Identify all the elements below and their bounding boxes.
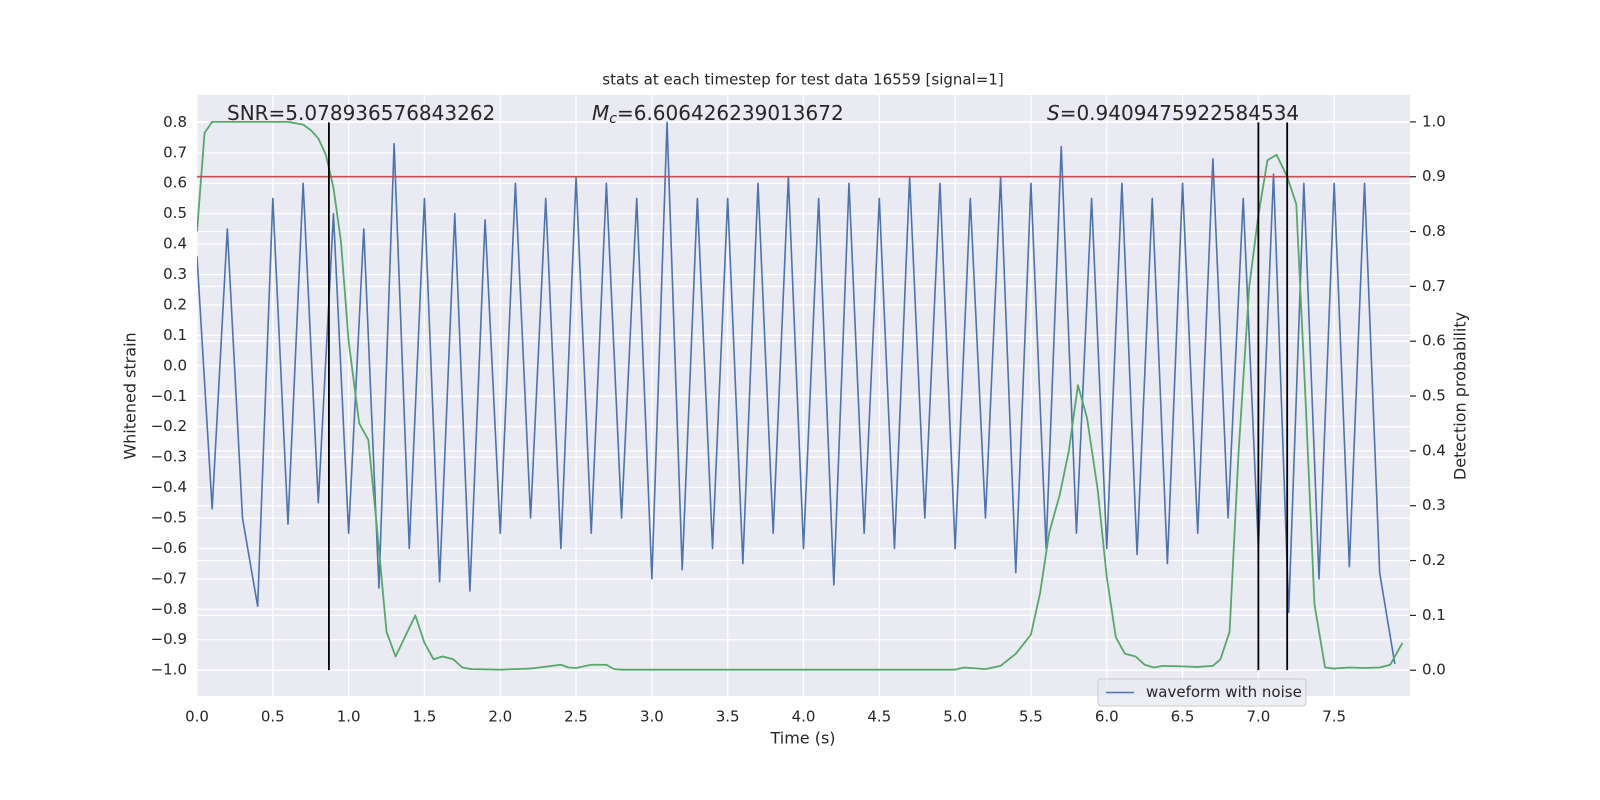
series-line [197,121,1396,665]
y2-tick-label: 0.4 [1422,441,1446,459]
y-tick-label: 0.8 [163,113,187,131]
y2-tick-label: 0.3 [1422,496,1446,514]
x-tick-label: 4.0 [792,708,816,726]
x-tick-label: 6.5 [1171,708,1195,726]
x-tick-label: 0.5 [261,708,285,726]
x-tick-label: 1.0 [337,708,361,726]
x-tick-label: 0.0 [185,708,209,726]
y-tick-label: 0.7 [163,143,187,161]
legend: waveform with noise [1097,678,1307,707]
x-tick-label: 4.5 [867,708,891,726]
annotation: S=0.9409475922584534 [1047,101,1299,125]
y2-tick-label: 0.7 [1422,277,1446,295]
x-axis-label: Time (s) [769,729,835,748]
x-tick-label: 7.5 [1322,708,1346,726]
y2-tick-label: 0.1 [1422,606,1446,624]
marks [197,120,1410,671]
y-tick-label: −0.4 [151,478,187,496]
x-tick-label: 6.0 [1095,708,1119,726]
axes: 0.0 0.5 1.0 1.5 2.0 2.5 3.0 3.5 4.0 4.5 5.0 5.5 6.0 6… [151,101,1446,726]
y-tick-label: −0.6 [151,539,187,557]
annotation-part: =6.606426239013672 [617,101,844,125]
x-tick-label: 2.0 [488,708,512,726]
y-tick-label: −0.2 [151,417,187,435]
grid [196,95,1410,696]
x-tick-label: 1.5 [413,708,437,726]
x-tick-label: 3.5 [716,708,740,726]
y2-tick-label: 0.8 [1422,222,1446,240]
annotation: Mc=6.606426239013672 [592,101,844,128]
y2-axis-label: Detection probability [1451,312,1470,480]
x-tick-label: 5.5 [1019,708,1043,726]
y2-tick-label: 0.0 [1422,661,1446,679]
legend-label: waveform with noise [1146,683,1302,701]
x-tick-label: 7.0 [1246,708,1270,726]
x-tick-label: 2.5 [564,708,588,726]
y-tick-label: −0.3 [151,448,187,466]
annotation-part: =0.9409475922584534 [1060,101,1299,125]
y2-tick-label: 0.6 [1422,332,1446,350]
y2-tick-label: 0.9 [1422,167,1446,185]
y2-tick-label: 0.5 [1422,387,1446,405]
legend-box [1097,678,1307,707]
y-tick-label: −0.5 [151,508,187,526]
x-tick-label: 5.0 [943,708,967,726]
y-tick-label: 0.0 [163,356,187,374]
y2-tick-label: 1.0 [1422,112,1446,130]
x-tick-label: 3.0 [640,708,664,726]
y2-tick-label: 0.2 [1422,551,1446,569]
chart-title: stats at each timestep for test data 165… [602,71,1003,89]
y-tick-label: −0.1 [151,387,187,405]
annotation: SNR=5.078936576843262 [227,101,495,125]
y-tick-label: −1.0 [151,661,187,679]
series-line [197,120,1404,671]
annotation-part: M [592,101,609,125]
y-tick-label: −0.9 [151,630,187,648]
annotation-part: SNR=5.078936576843262 [227,101,495,125]
y-tick-label: 0.2 [163,295,187,313]
y-tick-label: 0.1 [163,326,187,344]
y-tick-label: −0.8 [151,600,187,618]
y-tick-label: 0.4 [163,235,187,253]
y-tick-label: −0.7 [151,569,187,587]
y-tick-label: 0.5 [163,204,187,222]
annotation-part: c [609,111,617,127]
y-tick-label: 0.6 [163,174,187,192]
annotation-part: S [1047,101,1060,125]
y-axis-label: Whitened strain [121,332,140,459]
y-tick-label: 0.3 [163,265,187,283]
